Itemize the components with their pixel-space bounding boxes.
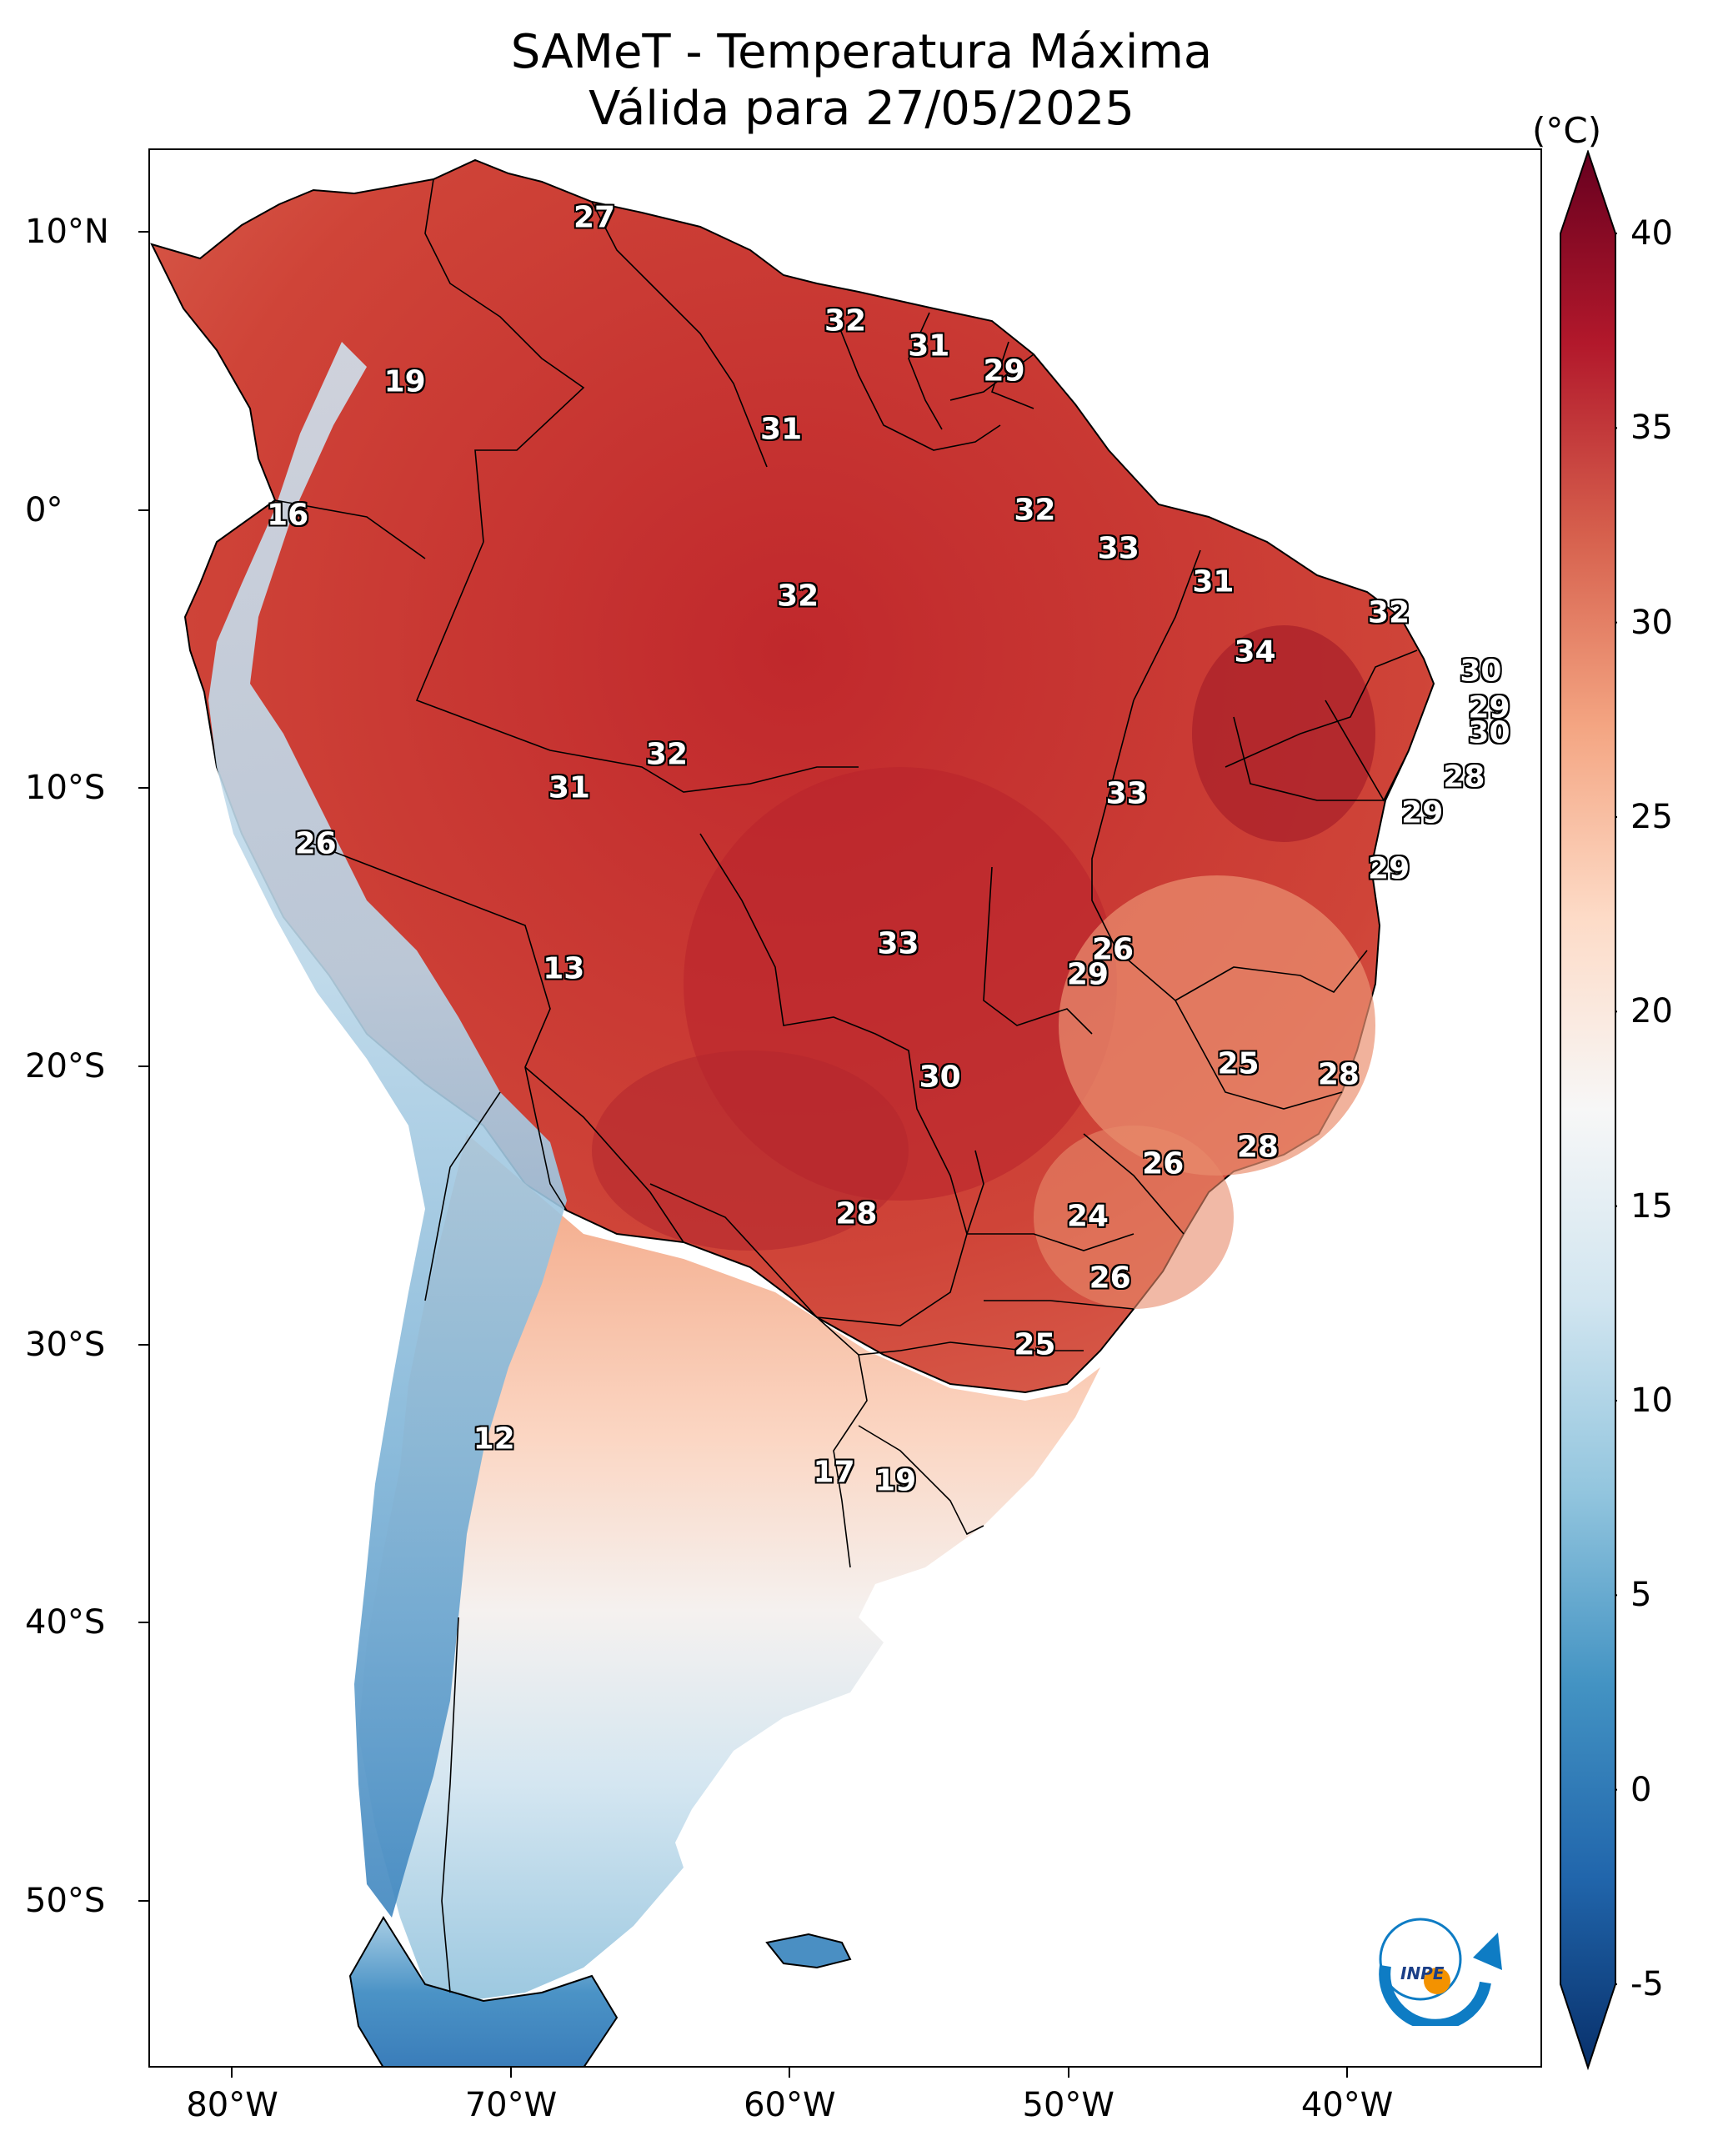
- map-title-line-2: Válida para 27/05/2025: [589, 82, 1134, 136]
- lat-tick-mark: [138, 1065, 148, 1067]
- temperature-label: 24: [1066, 1199, 1109, 1234]
- temperature-label: 13: [543, 951, 585, 986]
- temperature-label: 32: [645, 737, 689, 772]
- temperature-label: 28: [835, 1196, 878, 1231]
- colorbar-tick-label: 30: [1630, 603, 1673, 642]
- lat-tick-label: 10°N: [25, 213, 109, 252]
- temperature-label: 34: [1234, 634, 1276, 669]
- temperature-label: 31: [1192, 564, 1235, 599]
- colorbar-tick-label: 35: [1630, 409, 1673, 448]
- temperature-label: 32: [1014, 493, 1056, 528]
- temperature-label: 29: [1066, 957, 1109, 992]
- temperature-label: 33: [877, 926, 919, 961]
- temperature-label: 28: [1443, 760, 1485, 795]
- lat-tick-mark: [138, 787, 148, 790]
- lon-tick-mark: [1067, 2068, 1069, 2078]
- warm-core-chaco: [592, 1050, 909, 1251]
- temperature-label: 29: [1468, 690, 1510, 725]
- lat-tick-mark: [138, 1343, 148, 1346]
- colorbar-tick-label: 40: [1630, 214, 1673, 253]
- lon-tick-label: 50°W: [1022, 2086, 1114, 2124]
- temperature-label: 32: [777, 579, 819, 614]
- lat-tick-label: 30°S: [25, 1325, 106, 1364]
- temperature-map: [150, 158, 1435, 2066]
- temperature-label: 31: [760, 412, 803, 447]
- lon-tick-mark: [1345, 2068, 1348, 2078]
- lon-tick-mark: [789, 2068, 791, 2078]
- falkland-islands: [765, 1933, 852, 1969]
- temperature-label: 30: [1468, 715, 1510, 750]
- temperature-label: 19: [383, 364, 426, 399]
- temperature-label: 25: [1014, 1327, 1056, 1362]
- temperature-label: 16: [267, 498, 309, 533]
- logo-text: INPE: [1400, 1963, 1445, 1983]
- lon-tick-label: 40°W: [1300, 2086, 1394, 2124]
- temperature-label: 33: [1097, 531, 1139, 566]
- lat-tick-mark: [138, 1899, 148, 1902]
- temperature-label: 32: [1368, 595, 1410, 630]
- temperature-label: 32: [824, 303, 867, 338]
- lat-tick-mark: [138, 1622, 148, 1624]
- temperature-label: 30: [1460, 654, 1502, 689]
- temperature-label: 29: [1401, 795, 1444, 830]
- temperature-label: 26: [294, 826, 337, 861]
- mild-southeast: [1059, 875, 1375, 1176]
- temperature-label: 28: [1317, 1057, 1360, 1092]
- lon-tick-label: 60°W: [744, 2086, 836, 2124]
- country-borders: [274, 178, 1418, 1993]
- lat-tick-label: 20°S: [25, 1046, 106, 1086]
- logo-ring: [1379, 1918, 1462, 2001]
- temperature-label: 29: [983, 353, 1025, 389]
- temperature-label: 26: [1091, 932, 1134, 967]
- lon-tick-label: 70°W: [464, 2086, 558, 2124]
- inpe-logo: INPE: [1379, 1918, 1502, 2026]
- colorbar-tick-label: 15: [1630, 1186, 1673, 1226]
- lon-tick-label: 80°W: [186, 2086, 278, 2124]
- temperature-label: 12: [473, 1421, 515, 1457]
- logo-dot: [1424, 1968, 1450, 1994]
- southern-cone: [358, 1134, 1100, 2001]
- colorbar-gradient: [1560, 150, 1616, 2071]
- temperature-label: 26: [1142, 1146, 1185, 1181]
- temperature-label: 19: [874, 1463, 917, 1498]
- temperature-label: 30: [919, 1060, 961, 1095]
- temperature-label: 28: [1236, 1130, 1279, 1165]
- temperature-label: 25: [1217, 1046, 1260, 1081]
- temperature-label: 31: [908, 328, 950, 364]
- colorbar-tick-label: 10: [1630, 1381, 1673, 1420]
- temperature-label: 17: [813, 1455, 855, 1490]
- colorbar-tick-label: 5: [1630, 1576, 1652, 1615]
- colorbar-tick-label: 0: [1630, 1770, 1652, 1809]
- warm-core-nordeste: [1192, 625, 1375, 842]
- temperature-label: 31: [548, 770, 590, 805]
- temperature-label: 33: [1105, 776, 1148, 811]
- logo-arrow: [1473, 1933, 1502, 1970]
- lat-tick-label: 50°S: [25, 1881, 106, 1920]
- temperature-label: 26: [1089, 1261, 1131, 1295]
- patagonia: [348, 1916, 619, 2066]
- map-panel: [148, 148, 1542, 2068]
- colorbar: [1560, 150, 1617, 2071]
- mild-southeast-2: [1034, 1126, 1234, 1309]
- colorbar-tick-label: 25: [1630, 798, 1673, 836]
- lat-tick-label: 0°: [25, 490, 63, 529]
- lon-tick-mark: [509, 2068, 512, 2078]
- temperature-label: 27: [573, 200, 616, 235]
- logo-arc: [1379, 1964, 1491, 2026]
- lat-tick-label: 10°S: [25, 769, 106, 808]
- andes-cool-ridge: [208, 342, 567, 1918]
- lat-tick-mark: [138, 509, 148, 511]
- map-title-line-1: SAMeT - Temperatura Máxima: [510, 25, 1213, 79]
- colorbar-tick-label: 20: [1630, 992, 1673, 1031]
- lon-tick-mark: [231, 2068, 233, 2078]
- lat-tick-label: 40°S: [25, 1603, 106, 1642]
- colorbar-tick-label: -5: [1630, 1965, 1664, 2003]
- lat-tick-mark: [138, 231, 148, 233]
- colorbar-unit: (°C): [1532, 110, 1602, 151]
- temperature-label: 29: [1368, 851, 1410, 886]
